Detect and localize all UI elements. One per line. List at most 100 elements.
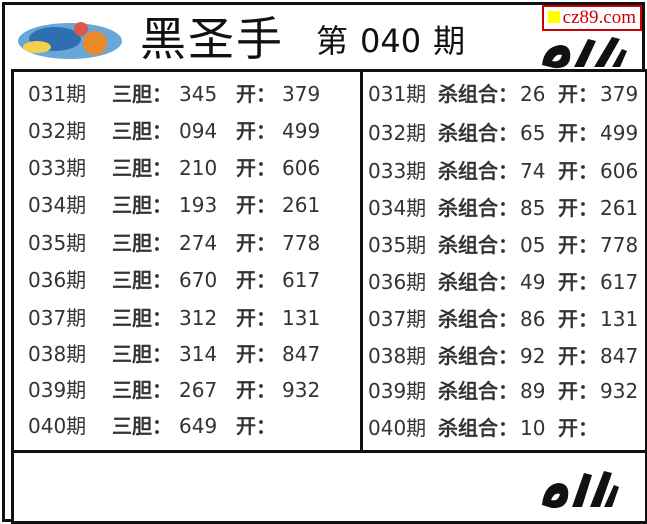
page-title: 黑圣手 [140,12,284,66]
open-label: 开： [236,82,276,106]
open-value: 131 [600,307,639,331]
issue-label: 第 040 期 [310,19,471,63]
open-label: 开： [558,307,598,331]
period: 038期 [368,344,427,368]
label: 三胆： [112,268,172,292]
label: 杀组合： [438,416,518,440]
period: 036期 [28,268,87,292]
open-label: 开： [236,306,276,330]
open-value: 606 [282,156,321,180]
open-value: 778 [282,231,321,255]
value: 10 [520,416,546,440]
open-label: 开： [236,342,276,366]
value: 85 [520,196,546,220]
open-value: 499 [600,121,639,145]
logo-icon [18,22,122,59]
period: 039期 [368,379,427,403]
label: 三胆： [112,119,172,143]
open-label: 开： [558,233,598,257]
value: 312 [179,306,218,330]
value: 26 [520,82,546,106]
label: 三胆： [112,342,172,366]
label: 杀组合： [438,344,518,368]
open-value: 499 [282,119,321,143]
label: 杀组合： [438,121,518,145]
label: 三胆： [112,378,172,402]
open-label: 开： [236,119,276,143]
label: 三胆： [112,82,172,106]
three-gall-panel: 031期 三胆： 345 开： 379 032期 三胆： 094 开： 499 033期 三胆： 210… [11,69,363,453]
open-label: 开： [236,414,276,438]
period: 033期 [368,159,427,183]
issue-number: 040 [360,22,422,60]
label: 三胆： [112,231,172,255]
open-label: 开： [236,156,276,180]
value: 314 [179,342,218,366]
value: 267 [179,378,218,402]
ok-hand-icon [542,37,627,69]
open-value: 932 [282,378,321,402]
label: 杀组合： [438,196,518,220]
period: 040期 [368,416,427,440]
period: 035期 [368,233,427,257]
period: 031期 [28,82,87,106]
watermark: cz89.com [541,5,642,31]
watermark-text: cz89.com [562,7,636,28]
open-value: 847 [600,344,639,368]
open-value: 617 [600,270,639,294]
open-value: 847 [282,342,321,366]
open-value: 932 [600,379,639,403]
period: 040期 [28,414,87,438]
period: 037期 [28,306,87,330]
issue-prefix: 第 [316,22,349,60]
label: 三胆： [112,414,172,438]
open-label: 开： [558,416,598,440]
open-label: 开： [558,344,598,368]
label: 三胆： [112,156,172,180]
value: 274 [179,231,218,255]
value: 89 [520,379,546,403]
value: 670 [179,268,218,292]
value: 345 [179,82,218,106]
period: 032期 [28,119,87,143]
label: 杀组合： [438,270,518,294]
open-label: 开： [558,196,598,220]
open-value: 131 [282,306,321,330]
period: 036期 [368,270,427,294]
label: 三胆： [112,193,172,217]
ok-hand-icon [542,471,619,509]
open-label: 开： [236,193,276,217]
period: 034期 [28,193,87,217]
open-label: 开： [236,231,276,255]
bottom-panel [11,450,647,524]
label: 杀组合： [438,379,518,403]
open-label: 开： [558,159,598,183]
value: 74 [520,159,546,183]
open-value: 379 [282,82,321,106]
period: 034期 [368,196,427,220]
value: 05 [520,233,546,257]
kill-combo-panel: 031期 杀组合： 26 开： 379 032期 杀组合： 65 开： 499 033期 杀组合： 74… [360,69,647,453]
open-label: 开： [558,379,598,403]
open-label: 开： [236,268,276,292]
label: 杀组合： [438,233,518,257]
label: 杀组合： [438,307,518,331]
open-value: 778 [600,233,639,257]
open-value: 379 [600,82,639,106]
open-label: 开： [558,270,598,294]
label: 杀组合： [438,82,518,106]
watermark-square-icon [547,11,560,23]
open-value: 617 [282,268,321,292]
open-value: 606 [600,159,639,183]
period: 031期 [368,82,427,106]
period: 035期 [28,231,87,255]
open-label: 开： [558,121,598,145]
period: 033期 [28,156,87,180]
issue-suffix: 期 [433,22,466,60]
value: 094 [179,119,218,143]
value: 49 [520,270,546,294]
open-value: 261 [600,196,639,220]
period: 039期 [28,378,87,402]
value: 193 [179,193,218,217]
